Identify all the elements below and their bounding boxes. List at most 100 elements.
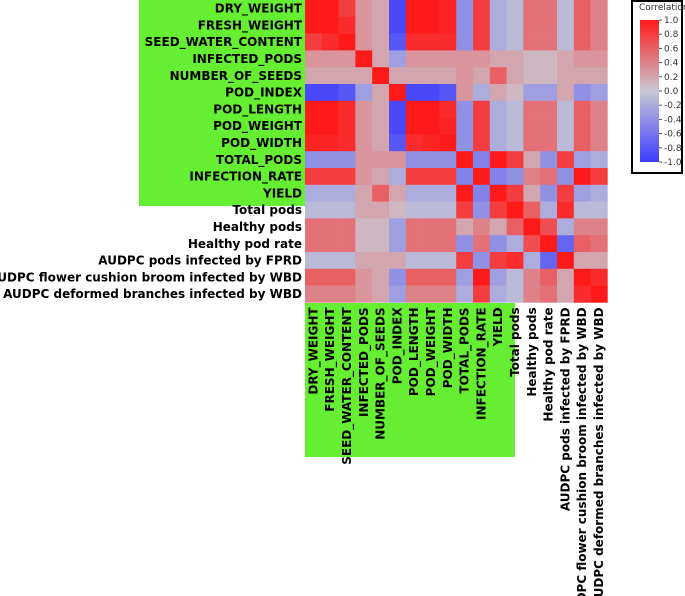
- heatmap-cell-audpc-deformed-branches-infected-by-wbd-x-dry-weight: [305, 285, 323, 303]
- heatmap-cell-fresh-weight-x-audpc-flower-cushion-broom-infected-by-wbd: [573, 16, 591, 34]
- heatmap-cell-pod-weight-x-audpc-pods-infected-by-fprd: [557, 117, 575, 135]
- heatmap-cell-fresh-weight-x-number-of-seeds: [372, 16, 390, 34]
- column-label-pod-width: POD_WIDTH: [441, 307, 456, 388]
- heatmap-cell-healthy-pods-x-seed-water-content: [338, 218, 356, 236]
- heatmap-cell-number-of-seeds-x-total-pods: [506, 67, 524, 85]
- column-labels: DRY_WEIGHT FRESH_WEIGHT SEED_WATER_CONTENT…: [306, 307, 606, 596]
- heatmap-cell-dry-weight-x-seed-water-content: [338, 0, 356, 18]
- heatmap-cell-audpc-pods-infected-by-fprd-x-seed-water-content: [338, 252, 356, 270]
- heatmap-cell-dry-weight-x-dry-weight: [305, 0, 323, 18]
- heatmap-cell-number-of-seeds-x-audpc-flower-cushion-broom-infected-by-wbd: [573, 67, 591, 85]
- heatmap-cell-yield-x-pod-weight: [422, 184, 440, 202]
- heatmap-cell-audpc-flower-cushion-broom-infected-by-wbd-x-pod-weight: [422, 268, 440, 286]
- heatmap-cell-total-pods-x-healthy-pod-rate: [540, 151, 558, 169]
- heatmap-cell-healthy-pod-rate-x-yield: [489, 235, 507, 253]
- heatmap-cell-healthy-pod-rate-x-pod-weight: [422, 235, 440, 253]
- row-label-audpc-flower-cushion-broom-infected-by-wbd: AUDPC flower cushion broom infected by W…: [0, 270, 302, 284]
- heatmap-cell-audpc-deformed-branches-infected-by-wbd-x-pod-length: [405, 285, 423, 303]
- heatmap-cell-healthy-pod-rate-x-infected-pods: [355, 235, 373, 253]
- row-label-highlight: [139, 0, 305, 206]
- heatmap-cell-healthy-pods-x-infected-pods: [355, 218, 373, 236]
- legend-tick-label: 0.8: [664, 30, 679, 40]
- heatmap-cell-number-of-seeds-x-infection-rate: [473, 67, 491, 85]
- heatmap-cell-seed-water-content-x-infected-pods: [355, 33, 373, 51]
- heatmap-cell-healthy-pod-rate-x-total-pods: [506, 235, 524, 253]
- heatmap-cell-fresh-weight-x-total-pods: [506, 16, 524, 34]
- heatmap-cell-pod-length-x-pod-weight: [422, 100, 440, 118]
- heatmap-cell-pod-weight-x-healthy-pod-rate: [540, 117, 558, 135]
- heatmap-cell-pod-length-x-pod-width: [439, 100, 457, 118]
- heatmap-cell-yield-x-fresh-weight: [321, 184, 339, 202]
- column-label-total-pods: TOTAL_PODS: [458, 307, 473, 393]
- heatmap-cell-audpc-pods-infected-by-fprd-x-yield: [489, 252, 507, 270]
- row-label-total-pods: TOTAL_PODS: [216, 153, 302, 168]
- heatmap-cell-pod-length-x-total-pods: [456, 100, 474, 118]
- heatmap-cell-seed-water-content-x-total-pods: [456, 33, 474, 51]
- heatmap-cell-pod-length-x-number-of-seeds: [372, 100, 390, 118]
- heatmap-cell-seed-water-content-x-infection-rate: [473, 33, 491, 51]
- heatmap-cell-pod-length-x-fresh-weight: [321, 100, 339, 118]
- heatmap-cell-fresh-weight-x-healthy-pods: [523, 16, 541, 34]
- heatmap-cell-pod-length-x-healthy-pod-rate: [540, 100, 558, 118]
- heatmap-cell-dry-weight-x-number-of-seeds: [372, 0, 390, 18]
- heatmap-cell-fresh-weight-x-healthy-pod-rate: [540, 16, 558, 34]
- heatmap-cell-infected-pods-x-infected-pods: [355, 50, 373, 68]
- heatmap-cell-audpc-deformed-branches-infected-by-wbd-x-number-of-seeds: [372, 285, 390, 303]
- column-label-infected-pods: INFECTED_PODS: [357, 307, 372, 417]
- heatmap-cell-infection-rate-x-pod-weight: [422, 168, 440, 186]
- heatmap-cell-infected-pods-x-seed-water-content: [338, 50, 356, 68]
- heatmap-cell-pod-width-x-healthy-pod-rate: [540, 134, 558, 152]
- heatmap-cell-pod-weight-x-audpc-deformed-branches-infected-by-wbd: [590, 117, 608, 135]
- heatmap-cell-seed-water-content-x-pod-length: [405, 33, 423, 51]
- heatmap-cell-healthy-pod-rate-x-fresh-weight: [321, 235, 339, 253]
- heatmap-cell-total-pods-x-pod-weight: [422, 201, 440, 219]
- heatmap-cell-dry-weight-x-audpc-pods-infected-by-fprd: [557, 0, 575, 18]
- heatmap-cell-fresh-weight-x-yield: [489, 16, 507, 34]
- heatmap-cell-seed-water-content-x-healthy-pod-rate: [540, 33, 558, 51]
- heatmap-cell-fresh-weight-x-seed-water-content: [338, 16, 356, 34]
- heatmap-cell-pod-length-x-dry-weight: [305, 100, 323, 118]
- heatmap-cell-seed-water-content-x-pod-width: [439, 33, 457, 51]
- heatmap-cell-healthy-pod-rate-x-audpc-pods-infected-by-fprd: [557, 235, 575, 253]
- heatmap-cell-healthy-pod-rate-x-pod-width: [439, 235, 457, 253]
- legend-tick-label: -0.6: [664, 130, 682, 140]
- heatmap-cell-audpc-flower-cushion-broom-infected-by-wbd-x-healthy-pods: [523, 268, 541, 286]
- column-label-highlight: [305, 303, 515, 457]
- heatmap-cell-total-pods-x-fresh-weight: [321, 201, 339, 219]
- row-label-healthy-pod-rate: Healthy pod rate: [188, 237, 302, 251]
- row-label-audpc-pods-infected-by-fprd: AUDPC pods infected by FPRD: [98, 254, 302, 268]
- row-label-dry-weight: DRY_WEIGHT: [215, 2, 303, 17]
- heatmap-cell-total-pods-x-healthy-pods: [523, 201, 541, 219]
- heatmap-cell-number-of-seeds-x-pod-length: [405, 67, 423, 85]
- heatmap-cell-yield-x-healthy-pods: [523, 184, 541, 202]
- heatmap-cell-pod-width-x-audpc-deformed-branches-infected-by-wbd: [590, 134, 608, 152]
- heatmap-cell-fresh-weight-x-pod-weight: [422, 16, 440, 34]
- row-label-pod-length: POD_LENGTH: [213, 102, 302, 117]
- heatmap-cell-yield-x-total-pods: [506, 184, 524, 202]
- heatmap-cell-audpc-pods-infected-by-fprd-x-infected-pods: [355, 252, 373, 270]
- heatmap-cell-total-pods-x-seed-water-content: [338, 201, 356, 219]
- heatmap-cell-pod-index-x-total-pods: [456, 84, 474, 102]
- heatmap-cell-seed-water-content-x-healthy-pods: [523, 33, 541, 51]
- heatmap-cell-pod-weight-x-seed-water-content: [338, 117, 356, 135]
- heatmap-cell-audpc-flower-cushion-broom-infected-by-wbd-x-infection-rate: [473, 268, 491, 286]
- heatmap-cell-seed-water-content-x-seed-water-content: [338, 33, 356, 51]
- heatmap-cell-pod-weight-x-healthy-pods: [523, 117, 541, 135]
- column-label-audpc-deformed-branches-infected-by-wbd: AUDPC deformed branches infected by WBD: [592, 307, 606, 596]
- heatmap-cell-pod-index-x-dry-weight: [305, 84, 323, 102]
- column-label-fresh-weight: FRESH_WEIGHT: [323, 307, 338, 412]
- heatmap-cell-number-of-seeds-x-pod-weight: [422, 67, 440, 85]
- heatmap-cell-pod-width-x-fresh-weight: [321, 134, 339, 152]
- heatmap-cell-dry-weight-x-total-pods: [506, 0, 524, 18]
- heatmap-cell-pod-index-x-yield: [489, 84, 507, 102]
- heatmap-cell-audpc-deformed-branches-infected-by-wbd-x-total-pods: [506, 285, 524, 303]
- heatmap-cell-audpc-pods-infected-by-fprd-x-number-of-seeds: [372, 252, 390, 270]
- heatmap-cell-healthy-pod-rate-x-pod-index: [389, 235, 407, 253]
- heatmap-cell-healthy-pod-rate-x-number-of-seeds: [372, 235, 390, 253]
- heatmap-cell-healthy-pod-rate-x-audpc-flower-cushion-broom-infected-by-wbd: [573, 235, 591, 253]
- heatmap-cell-total-pods-x-pod-width: [439, 201, 457, 219]
- legend-ticks: 1.0 0.8 0.6 0.4 0.2 0.0 -0.2 -0.4 -0.6 -0.8 -1.0: [659, 16, 682, 168]
- heatmap-cell-audpc-pods-infected-by-fprd-x-healthy-pod-rate: [540, 252, 558, 270]
- heatmap-cell-pod-index-x-infection-rate: [473, 84, 491, 102]
